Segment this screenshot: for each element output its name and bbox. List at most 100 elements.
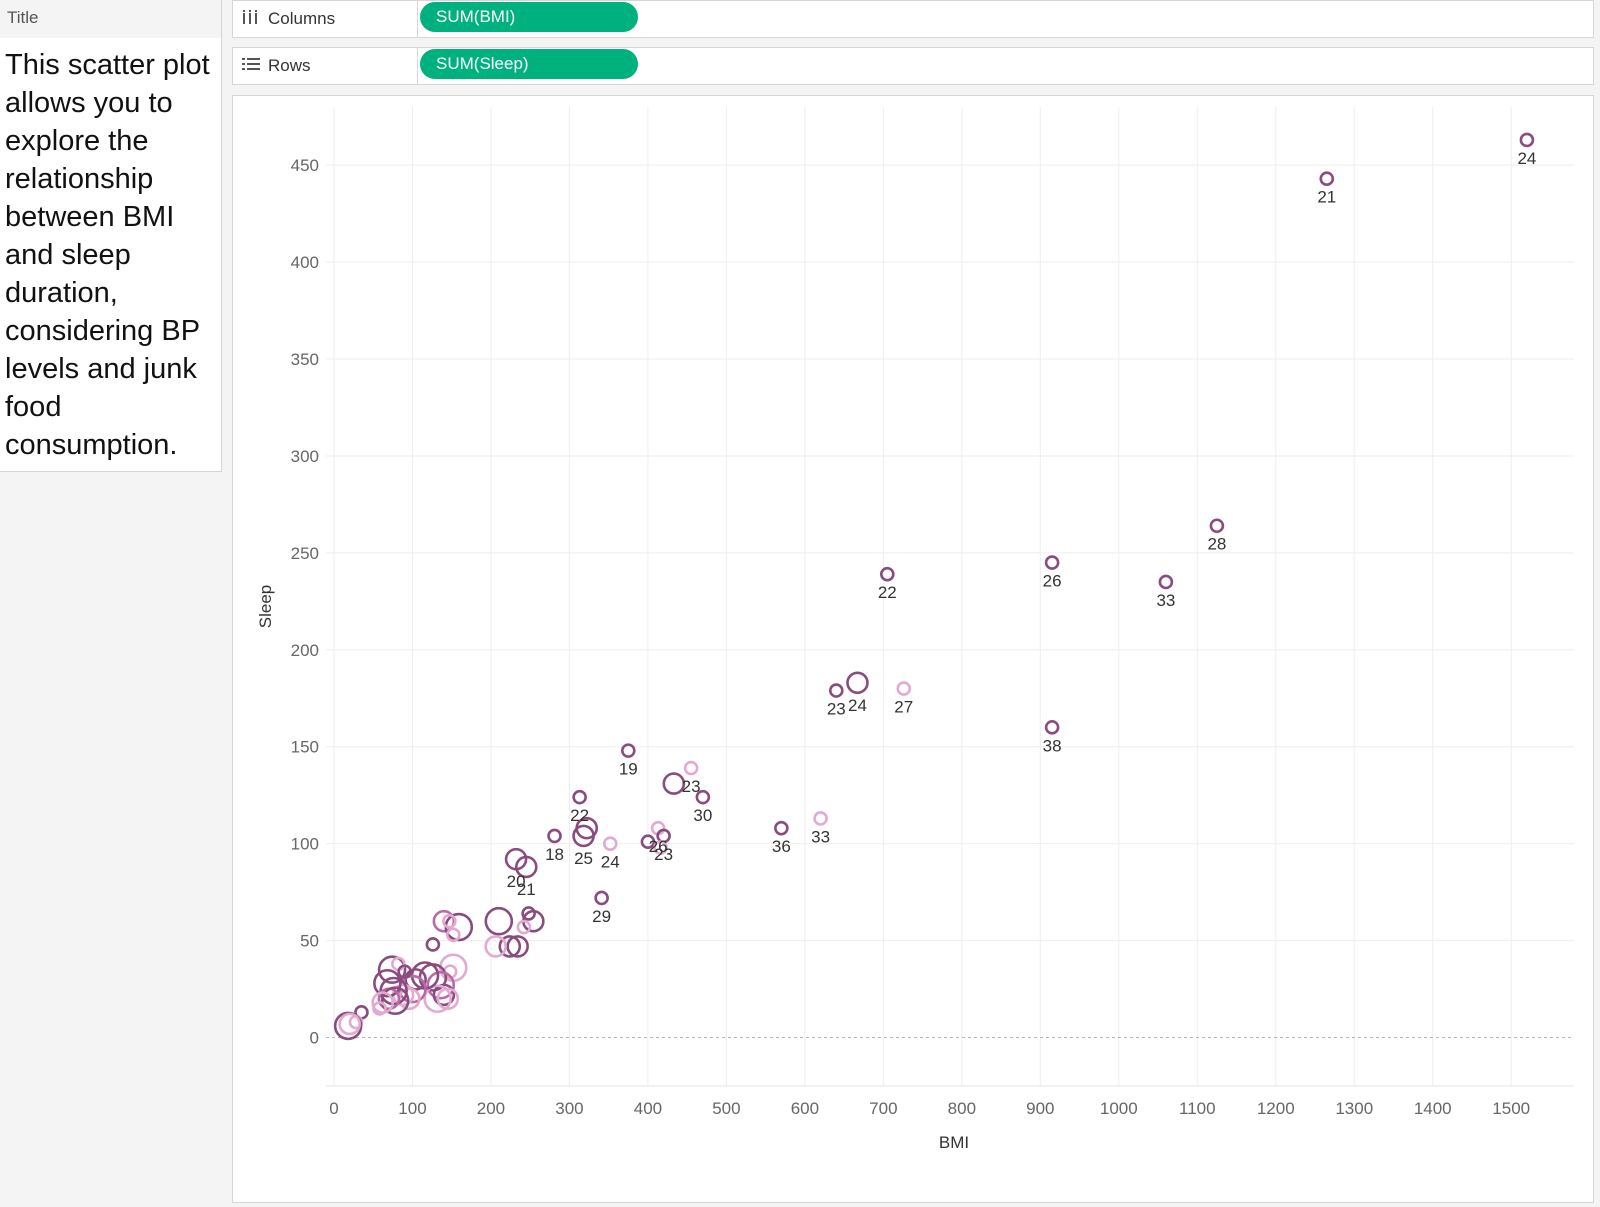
scatter-point[interactable] — [484, 906, 514, 936]
scatter-point[interactable] — [521, 906, 536, 921]
bmi-pill[interactable]: SUM(BMI) — [420, 2, 638, 32]
scatter-point[interactable] — [1158, 574, 1174, 590]
scatter-point[interactable] — [572, 789, 587, 805]
scatter-point[interactable] — [426, 970, 456, 1000]
point-label: 22 — [570, 806, 589, 825]
x-tick-label: 300 — [555, 1099, 583, 1118]
x-tick-label: 400 — [634, 1099, 662, 1118]
scatter-point[interactable] — [879, 566, 895, 582]
scatter-point[interactable] — [1044, 720, 1060, 735]
scatter-point[interactable] — [372, 1001, 387, 1016]
columns-shelf[interactable]: Columns SUM(BMI) — [232, 0, 1594, 38]
columns-shelf-label: Columns — [233, 1, 418, 37]
scatter-point[interactable] — [640, 834, 656, 850]
y-tick-label: 250 — [291, 544, 319, 563]
scatter-point[interactable] — [380, 986, 410, 1016]
x-tick-label: 800 — [948, 1099, 976, 1118]
y-tick-label: 300 — [291, 447, 319, 466]
x-tick-label: 1200 — [1257, 1099, 1295, 1118]
scatter-point[interactable] — [442, 913, 457, 929]
scatter-point[interactable] — [813, 811, 828, 826]
scatter-point[interactable] — [572, 824, 595, 848]
y-tick-label: 400 — [291, 253, 319, 272]
point-label: 26 — [1043, 572, 1062, 591]
y-tick-label: 100 — [291, 835, 319, 854]
x-tick-label: 900 — [1026, 1099, 1054, 1118]
columns-label: Columns — [268, 9, 336, 28]
x-tick-label: 0 — [329, 1099, 338, 1118]
point-label: 21 — [517, 880, 536, 899]
scatter-point[interactable] — [514, 855, 538, 879]
x-axis-title: BMI — [939, 1133, 969, 1152]
point-label: 33 — [1156, 591, 1175, 610]
scatter-point[interactable] — [377, 955, 407, 984]
point-label: 19 — [619, 760, 638, 779]
point-label: 38 — [1043, 736, 1062, 755]
scatter-point[interactable] — [506, 935, 529, 958]
scatter-point[interactable] — [432, 983, 456, 1007]
point-label: 25 — [574, 849, 593, 868]
x-tick-label: 1300 — [1335, 1099, 1373, 1118]
rows-shelf[interactable]: Rows SUM(Sleep) — [232, 47, 1594, 85]
scatter-point[interactable] — [484, 935, 507, 958]
scatter-point[interactable] — [1209, 518, 1225, 534]
point-label: 24 — [601, 853, 620, 872]
point-label: 36 — [772, 837, 791, 856]
scatter-point[interactable] — [1044, 555, 1060, 570]
y-tick-label: 450 — [291, 156, 319, 175]
point-label: 23 — [682, 777, 701, 796]
data-points[interactable] — [333, 132, 1535, 1041]
chart-pane[interactable]: 0 100 200 300 400 500 600 700 800 900 1000 1100 1200… — [232, 95, 1594, 1203]
scatter-point[interactable] — [695, 789, 711, 805]
scatter-point[interactable] — [662, 772, 686, 795]
title-text: This scatter plot allows you to explore … — [5, 49, 210, 461]
scatter-point[interactable] — [602, 836, 618, 851]
point-label: 20 — [507, 872, 526, 891]
x-tick-label: 700 — [869, 1099, 897, 1118]
scatter-point[interactable] — [498, 935, 522, 958]
point-label: 23 — [654, 845, 673, 864]
scatter-point[interactable] — [683, 760, 699, 776]
scatter-point[interactable] — [432, 909, 456, 933]
point-label: 23 — [827, 700, 846, 719]
sleep-pill[interactable]: SUM(Sleep) — [420, 49, 638, 79]
scatter-point[interactable] — [828, 683, 844, 698]
scatter-plot[interactable]: 0 100 200 300 400 500 600 700 800 900 1000 1100 1200… — [233, 96, 1593, 1202]
x-tick-label: 100 — [398, 1099, 426, 1118]
scatter-point[interactable] — [1319, 171, 1335, 187]
scatter-point[interactable] — [774, 820, 789, 836]
scatter-point[interactable] — [1519, 132, 1535, 148]
x-tick-label: 1000 — [1100, 1099, 1138, 1118]
x-tick-label: 600 — [791, 1099, 819, 1118]
title-panel-header: Title — [0, 0, 221, 38]
scatter-point[interactable] — [338, 1012, 361, 1036]
title-panel: Title This scatter plot allows you to ex… — [0, 0, 222, 472]
point-label: 26 — [649, 837, 668, 856]
scatter-point[interactable] — [516, 919, 532, 935]
columns-icon — [233, 9, 268, 29]
scatter-point[interactable] — [547, 828, 562, 844]
x-tick-label: 1100 — [1179, 1099, 1216, 1118]
point-label: 24 — [1517, 149, 1536, 168]
scatter-point[interactable] — [445, 927, 461, 943]
scatter-point[interactable] — [373, 968, 402, 998]
y-axis-title: Sleep — [256, 585, 275, 628]
x-tick-label: 1500 — [1492, 1099, 1530, 1118]
scatter-point[interactable] — [425, 937, 441, 952]
point-label: 29 — [592, 907, 611, 926]
point-label: 24 — [848, 696, 867, 715]
point-label: 28 — [1207, 535, 1226, 554]
scatter-point[interactable] — [436, 987, 460, 1011]
point-label: 33 — [811, 827, 830, 846]
y-tick-label: 50 — [300, 932, 319, 951]
scatter-point[interactable] — [423, 984, 452, 1014]
point-label: 22 — [878, 583, 897, 602]
scatter-point[interactable] — [896, 681, 912, 696]
scatter-point[interactable] — [594, 890, 609, 906]
scatter-point[interactable] — [397, 964, 412, 979]
rows-shelf-label: Rows — [233, 48, 418, 84]
scatter-point[interactable] — [846, 671, 869, 695]
scatter-point[interactable] — [653, 840, 668, 855]
scatter-point[interactable] — [621, 743, 636, 758]
